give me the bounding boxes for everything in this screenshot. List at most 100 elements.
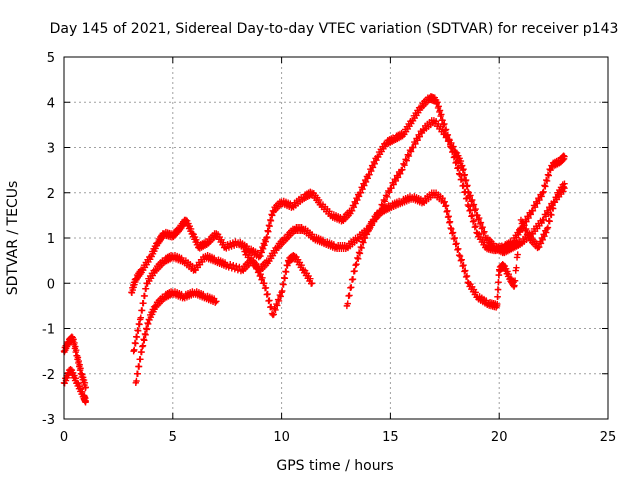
- data-point-track-b: [480, 229, 487, 237]
- data-point-track-b: [472, 205, 479, 213]
- data-point-track-a: [540, 188, 547, 196]
- data-point-track-c: [270, 311, 277, 318]
- data-point-track-c: [560, 183, 567, 191]
- data-point-track-a: [220, 239, 227, 246]
- data-point-track-b: [448, 139, 455, 147]
- data-point-track-a: [261, 242, 268, 249]
- data-point-track-a: [354, 196, 361, 204]
- data-point-track-c: [460, 261, 467, 269]
- data-point-track-c: [522, 225, 530, 233]
- data-point-track-b: [475, 214, 483, 222]
- x-tick-label: 10: [273, 430, 290, 445]
- data-point-track-a: [471, 223, 479, 231]
- data-point-track-b: [343, 243, 351, 251]
- data-point-track-b: [137, 314, 145, 321]
- data-point-track-b: [308, 231, 316, 238]
- data-point-track-a: [348, 207, 356, 215]
- data-point-track-c: [472, 289, 479, 296]
- data-point-track-c: [448, 225, 455, 233]
- data-point-track-b: [132, 340, 139, 347]
- data-point-track-a: [469, 218, 477, 225]
- data-point-track-c: [494, 300, 501, 308]
- data-point-track-c: [519, 218, 526, 225]
- data-point-track-c: [461, 268, 468, 275]
- data-point-track-a: [441, 120, 448, 128]
- data-point-track-a: [359, 185, 366, 193]
- data-point-track-c: [348, 284, 355, 291]
- x-tick-label: 25: [600, 430, 617, 445]
- data-point-track-c: [344, 300, 351, 307]
- data-point-track-c: [307, 275, 314, 282]
- data-point-track-c: [537, 240, 545, 247]
- data-point-track-c: [355, 249, 363, 256]
- data-point-track-a: [531, 204, 539, 211]
- data-point-track-b: [461, 171, 469, 178]
- data-point-track-a: [543, 176, 550, 184]
- data-point-track-c: [262, 284, 270, 291]
- y-tick-label: 1: [47, 232, 55, 247]
- data-point-track-c: [356, 250, 364, 257]
- data-point-track-a: [455, 170, 463, 177]
- data-point-track-c: [361, 234, 369, 242]
- data-point-track-c: [354, 254, 361, 262]
- data-point-track-c: [353, 261, 360, 268]
- data-point-track-b: [381, 198, 389, 205]
- data-point-track-a: [350, 204, 358, 211]
- data-point-track-c: [439, 194, 446, 202]
- data-point-track-b: [469, 196, 476, 204]
- data-point-track-a: [258, 249, 265, 256]
- data-point-track-b: [542, 213, 550, 220]
- data-point-track-a: [315, 196, 323, 204]
- data-point-track-a: [75, 357, 82, 365]
- data-point-track-c: [351, 267, 358, 275]
- chart-title: Day 145 of 2021, Sidereal Day-to-day VTE…: [50, 21, 619, 37]
- data-point-track-a: [263, 233, 271, 241]
- data-point-track-a: [355, 193, 363, 200]
- data-point-track-a: [439, 117, 446, 124]
- data-point-track-c: [514, 251, 521, 258]
- data-point-track-a: [545, 172, 553, 179]
- data-point-track-b: [394, 174, 402, 181]
- data-point-track-c: [272, 306, 279, 314]
- data-point-track-c: [451, 234, 459, 242]
- data-point-track-c: [367, 223, 374, 231]
- data-point-track-c: [267, 303, 275, 310]
- data-point-track-b: [471, 207, 479, 214]
- data-point-track-b: [141, 292, 148, 300]
- data-point-track-c: [250, 257, 257, 264]
- data-point-track-c: [551, 199, 559, 206]
- data-point-track-b: [230, 261, 237, 269]
- data-point-track-c: [459, 262, 466, 270]
- data-point-track-b: [386, 189, 393, 196]
- data-point-track-c: [359, 238, 366, 245]
- data-point-track-c: [298, 261, 305, 269]
- data-point-track-c: [543, 225, 551, 233]
- data-point-track-a: [257, 252, 264, 260]
- data-point-track-c: [462, 273, 470, 281]
- data-point-track-a: [468, 213, 475, 220]
- data-point-track-b: [383, 193, 391, 201]
- data-point-track-b: [354, 234, 361, 242]
- data-point-track-c: [137, 356, 144, 363]
- data-point-track-b: [135, 327, 142, 334]
- data-point-track-c: [546, 218, 553, 225]
- data-point-track-c: [357, 243, 365, 251]
- data-point-track-a: [455, 164, 462, 171]
- y-axis-label: SDTVAR / TECUs: [5, 181, 21, 296]
- data-point-track-b: [416, 133, 423, 140]
- y-tick-label: -3: [42, 413, 55, 428]
- data-point-track-b: [233, 262, 240, 270]
- data-point-track-b: [402, 156, 409, 163]
- data-point-track-c: [257, 271, 264, 278]
- data-point-track-b: [410, 144, 417, 151]
- data-point-track-b: [407, 148, 415, 155]
- data-point-track-a: [536, 196, 543, 204]
- y-tick-label: 2: [47, 187, 55, 202]
- data-point-track-c: [365, 227, 372, 234]
- data-point-track-c: [494, 293, 501, 301]
- data-point-track-a: [361, 182, 368, 189]
- data-point-track-b: [138, 307, 146, 314]
- data-point-track-c: [561, 180, 568, 187]
- data-point-track-a: [561, 153, 568, 160]
- data-point-track-b: [464, 182, 471, 189]
